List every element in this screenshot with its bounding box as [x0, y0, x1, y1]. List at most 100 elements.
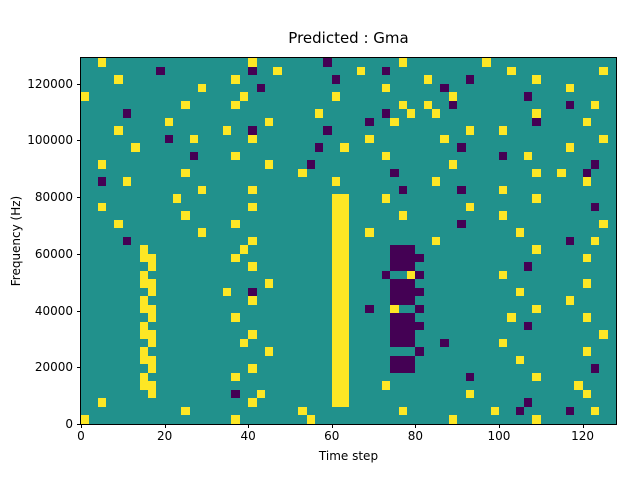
heatmap-cell-low	[390, 321, 399, 331]
heatmap-cell-high	[515, 287, 525, 297]
heatmap-cell-high	[340, 228, 349, 237]
heatmap-cell-low	[407, 262, 416, 271]
x-tick-label: 120	[571, 429, 595, 443]
heatmap-cell-high	[532, 372, 541, 382]
heatmap-cell-high	[340, 364, 349, 373]
heatmap-cell-low	[398, 338, 408, 348]
y-tick-mark	[77, 310, 81, 312]
heatmap-cell-high	[139, 372, 148, 382]
heatmap-cell-low	[415, 270, 424, 280]
heatmap-cell-high	[223, 287, 232, 297]
y-tick-mark	[77, 367, 81, 369]
heatmap-cell-high	[198, 228, 207, 237]
heatmap-cell-low	[457, 185, 466, 195]
heatmap-cell-high	[582, 389, 591, 399]
heatmap-cell-high	[599, 134, 608, 144]
heatmap-cell-high	[331, 321, 341, 331]
heatmap-cell-high	[340, 321, 349, 331]
heatmap-cell-high	[532, 168, 541, 178]
heatmap-cell-high	[248, 364, 257, 373]
heatmap-cell-high	[340, 287, 349, 297]
heatmap-cell-high	[264, 279, 274, 288]
heatmap-cell-high	[331, 372, 341, 382]
x-tick-mark	[248, 424, 250, 428]
y-tick-label: 40000	[34, 303, 73, 318]
heatmap-cell-high	[331, 398, 341, 407]
heatmap-cell-low	[398, 355, 408, 365]
heatmap-cell-high	[340, 330, 349, 339]
heatmap-cell-high	[198, 83, 207, 93]
heatmap-cell-low	[524, 398, 533, 407]
heatmap-cell-high	[181, 406, 190, 416]
heatmap-cell-high	[248, 262, 257, 271]
heatmap-cell-high	[599, 66, 608, 75]
heatmap-cell-low	[415, 304, 424, 314]
x-tick-mark	[582, 424, 584, 428]
heatmap-cell-high	[340, 219, 349, 229]
heatmap-cell-high	[114, 75, 123, 84]
heatmap-cell-high	[331, 228, 341, 237]
heatmap-cell-low	[415, 253, 424, 263]
heatmap-cell-high	[331, 211, 341, 220]
heatmap-cell-high	[172, 194, 182, 203]
heatmap-cell-high	[147, 304, 157, 314]
heatmap-cell-high	[331, 338, 341, 348]
heatmap-cell-low	[524, 321, 533, 331]
heatmap-cell-high	[231, 100, 240, 110]
heatmap-cell-low	[465, 372, 474, 382]
heatmap-cell-high	[381, 194, 391, 203]
heatmap-cell-low	[231, 389, 240, 399]
heatmap-cell-high	[264, 117, 274, 127]
y-tick-label: 60000	[34, 246, 73, 261]
x-tick-label: 40	[240, 429, 256, 443]
heatmap-cell-low	[381, 109, 391, 118]
heatmap-cell-high	[81, 92, 90, 101]
x-tick-label: 0	[77, 429, 85, 443]
y-tick-label: 80000	[34, 190, 73, 205]
heatmap-cell-low	[390, 253, 399, 263]
heatmap-cell-high	[440, 134, 449, 144]
y-tick-label: 100000	[27, 133, 73, 148]
heatmap-cell-high	[448, 160, 458, 169]
heatmap-cell-high	[340, 296, 349, 305]
heatmap-cell-high	[139, 245, 148, 254]
heatmap-cell-high	[331, 304, 341, 314]
heatmap-cell-high	[248, 330, 257, 339]
heatmap-cell-high	[465, 202, 474, 212]
heatmap-cell-high	[532, 194, 541, 203]
heatmap-cell-low	[306, 160, 316, 169]
heatmap-cell-low	[323, 58, 332, 67]
heatmap-cell-high	[198, 185, 207, 195]
heatmap-cell-high	[331, 381, 341, 390]
heatmap-cell-high	[223, 126, 232, 135]
heatmap-cell-low	[515, 406, 525, 416]
x-axis-label: Time step	[318, 449, 379, 463]
heatmap-cell-high	[147, 364, 157, 373]
heatmap-cell-low	[365, 304, 374, 314]
heatmap-cell-high	[139, 381, 148, 390]
heatmap-cell-low	[189, 151, 199, 161]
heatmap-cell-high	[147, 279, 157, 288]
x-tick-mark	[164, 424, 166, 428]
heatmap-cell-high	[498, 211, 508, 220]
heatmap-cell-high	[340, 236, 349, 246]
heatmap-cell-high	[239, 92, 249, 101]
heatmap-cell-low	[415, 321, 424, 331]
heatmap-cell-low	[398, 296, 408, 305]
heatmap-cell-high	[331, 287, 341, 297]
heatmap-cell-low	[565, 236, 575, 246]
y-tick-mark	[77, 253, 81, 255]
heatmap-cell-high	[306, 415, 316, 424]
heatmap-cell-high	[147, 381, 157, 390]
heatmap-cell-low	[407, 364, 416, 373]
heatmap-cell-high	[97, 398, 107, 407]
heatmap-cell-high	[331, 202, 341, 212]
heatmap-cell-high	[231, 151, 240, 161]
y-tick-label: 0	[65, 417, 73, 431]
heatmap-cell-low	[398, 262, 408, 271]
heatmap-cell-high	[331, 262, 341, 271]
heatmap-cell-high	[139, 347, 148, 356]
heatmap-cell-high	[122, 177, 132, 186]
heatmap-cell-high	[331, 389, 341, 399]
